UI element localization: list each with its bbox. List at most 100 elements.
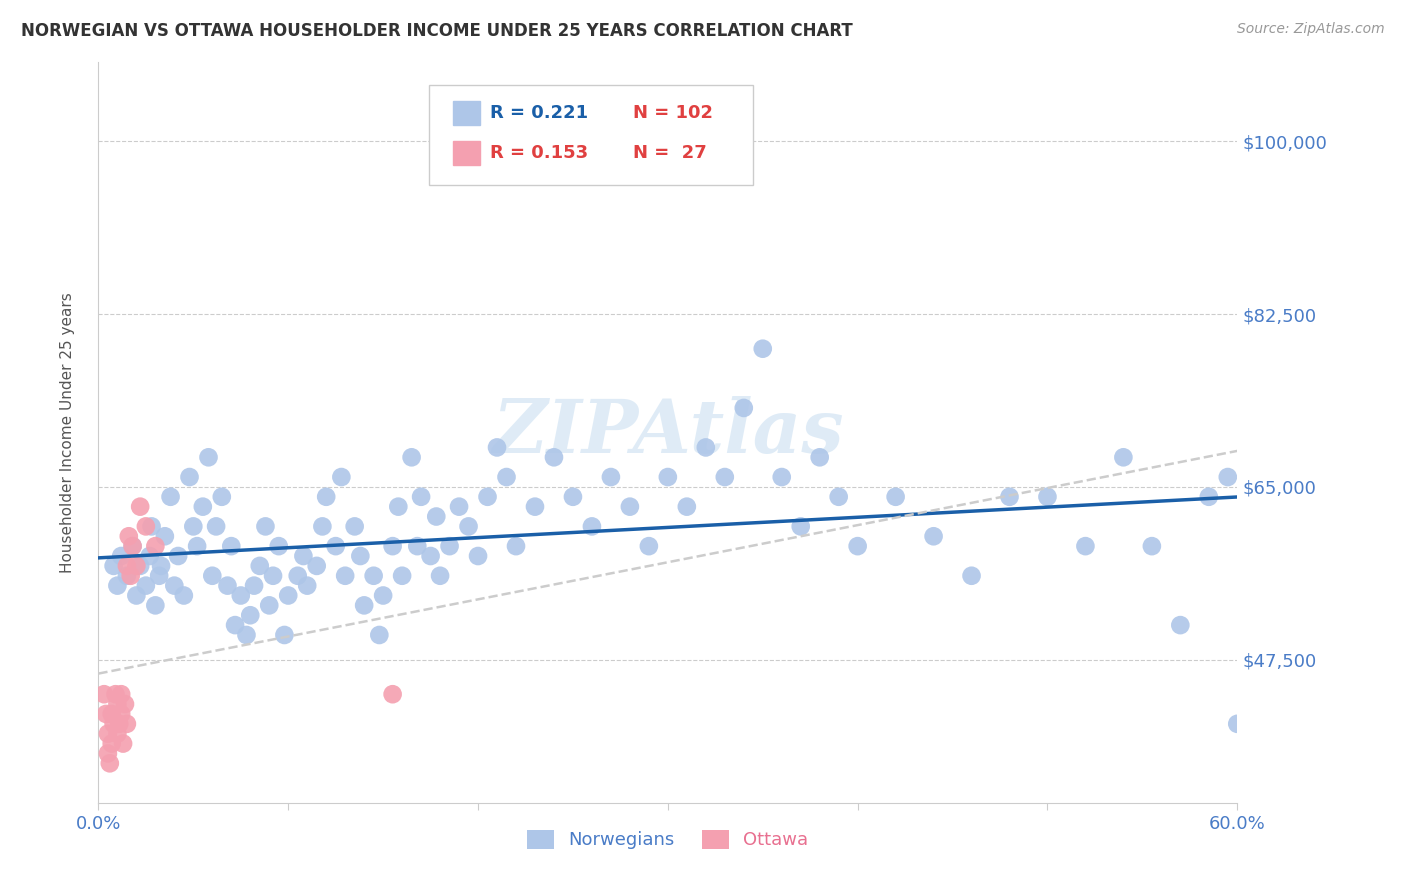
Point	[98, 756, 121, 771]
Point	[449, 500, 471, 514]
Point	[259, 599, 281, 613]
Point	[1198, 490, 1220, 504]
Point	[477, 490, 499, 504]
Point	[107, 697, 129, 711]
Point	[387, 500, 409, 514]
Point	[103, 558, 125, 573]
Point	[107, 579, 129, 593]
Point	[173, 589, 195, 603]
Point	[770, 470, 793, 484]
Point	[998, 490, 1021, 504]
Point	[201, 568, 224, 582]
Point	[135, 519, 157, 533]
Point	[846, 539, 869, 553]
Point	[335, 568, 357, 582]
Point	[425, 509, 447, 524]
Point	[638, 539, 661, 553]
Point	[138, 549, 160, 563]
Point	[439, 539, 461, 553]
Point	[457, 519, 479, 533]
FancyBboxPatch shape	[453, 101, 479, 125]
Point	[110, 549, 132, 563]
Point	[115, 568, 138, 582]
Point	[315, 490, 337, 504]
Point	[221, 539, 243, 553]
Point	[467, 549, 489, 563]
Point	[305, 558, 328, 573]
Point	[235, 628, 257, 642]
Point	[401, 450, 423, 465]
Y-axis label: Householder Income Under 25 years: Householder Income Under 25 years	[60, 293, 75, 573]
Point	[486, 441, 509, 455]
Point	[808, 450, 831, 465]
Point	[543, 450, 565, 465]
Legend: Norwegians, Ottawa: Norwegians, Ottawa	[520, 823, 815, 856]
Point	[1036, 490, 1059, 504]
Point	[229, 589, 252, 603]
Point	[1226, 716, 1249, 731]
Point	[273, 628, 295, 642]
Point	[150, 558, 173, 573]
Point	[1112, 450, 1135, 465]
Point	[129, 558, 152, 573]
Point	[121, 539, 143, 553]
Point	[129, 500, 152, 514]
Point	[371, 589, 394, 603]
Point	[100, 737, 122, 751]
Point	[211, 490, 233, 504]
Point	[159, 490, 181, 504]
Point	[148, 568, 170, 582]
Point	[277, 589, 299, 603]
Point	[121, 539, 143, 553]
Point	[695, 441, 717, 455]
Point	[828, 490, 851, 504]
Point	[108, 716, 131, 731]
Point	[110, 687, 132, 701]
Point	[733, 401, 755, 415]
Text: NORWEGIAN VS OTTAWA HOUSEHOLDER INCOME UNDER 25 YEARS CORRELATION CHART: NORWEGIAN VS OTTAWA HOUSEHOLDER INCOME U…	[21, 22, 853, 40]
Text: ZIPAtlas: ZIPAtlas	[492, 396, 844, 469]
Point	[191, 500, 214, 514]
Point	[922, 529, 945, 543]
Point	[254, 519, 277, 533]
Point	[411, 490, 433, 504]
Point	[1074, 539, 1097, 553]
Point	[118, 529, 141, 543]
Text: R = 0.221: R = 0.221	[491, 104, 588, 122]
Point	[419, 549, 441, 563]
Point	[114, 697, 136, 711]
Point	[343, 519, 366, 533]
Point	[167, 549, 190, 563]
Point	[960, 568, 983, 582]
Point	[115, 558, 138, 573]
Point	[752, 342, 775, 356]
Point	[311, 519, 333, 533]
Point	[495, 470, 517, 484]
Point	[562, 490, 585, 504]
Text: N = 102: N = 102	[633, 104, 713, 122]
FancyBboxPatch shape	[453, 141, 479, 165]
Point	[94, 706, 117, 721]
Point	[153, 529, 176, 543]
Point	[125, 558, 148, 573]
Point	[581, 519, 603, 533]
Point	[330, 470, 353, 484]
Point	[657, 470, 679, 484]
Point	[125, 589, 148, 603]
Point	[884, 490, 907, 504]
Point	[406, 539, 429, 553]
Point	[325, 539, 347, 553]
Point	[163, 579, 186, 593]
Point	[353, 599, 375, 613]
Point	[93, 687, 115, 701]
Point	[110, 706, 132, 721]
Point	[1216, 470, 1239, 484]
Text: Source: ZipAtlas.com: Source: ZipAtlas.com	[1237, 22, 1385, 37]
Point	[262, 568, 284, 582]
Point	[368, 628, 391, 642]
Point	[287, 568, 309, 582]
Point	[381, 687, 404, 701]
Point	[1170, 618, 1192, 632]
Point	[243, 579, 266, 593]
Point	[179, 470, 201, 484]
